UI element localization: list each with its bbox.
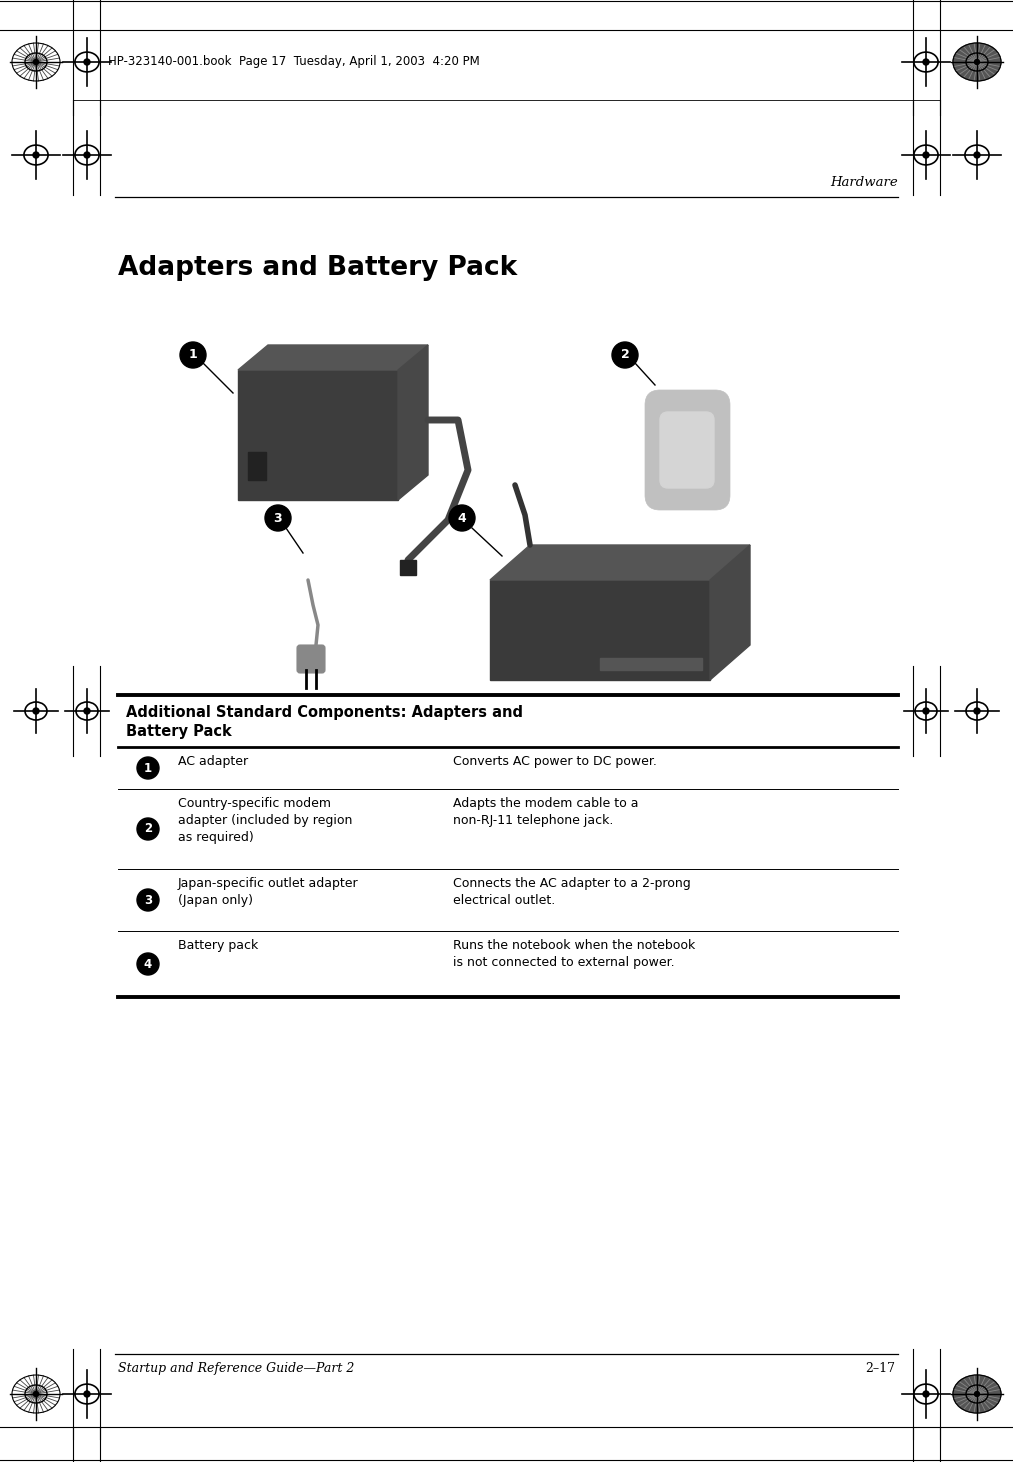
Circle shape — [33, 1392, 38, 1396]
Bar — [490, 580, 710, 680]
Text: 2–17: 2–17 — [865, 1363, 895, 1374]
Polygon shape — [398, 345, 428, 500]
Circle shape — [84, 152, 90, 158]
Text: Runs the notebook when the notebook
is not connected to external power.: Runs the notebook when the notebook is n… — [453, 939, 695, 969]
Text: 2: 2 — [621, 348, 629, 361]
Circle shape — [137, 757, 159, 779]
Text: Adapts the modem cable to a
non-RJ-11 telephone jack.: Adapts the modem cable to a non-RJ-11 te… — [453, 797, 638, 827]
Text: 1: 1 — [188, 348, 198, 361]
Text: AC adapter: AC adapter — [178, 754, 248, 768]
Text: 4: 4 — [144, 958, 152, 971]
Circle shape — [137, 889, 159, 911]
Circle shape — [923, 1390, 929, 1398]
Circle shape — [612, 342, 638, 368]
Circle shape — [84, 58, 90, 64]
Text: 3: 3 — [144, 893, 152, 906]
Circle shape — [84, 1390, 90, 1398]
Text: Adapters and Battery Pack: Adapters and Battery Pack — [118, 254, 518, 281]
Circle shape — [33, 708, 38, 713]
Circle shape — [137, 953, 159, 975]
Text: 1: 1 — [144, 762, 152, 775]
FancyBboxPatch shape — [660, 412, 714, 488]
Circle shape — [975, 1392, 980, 1396]
Circle shape — [84, 708, 90, 713]
Circle shape — [975, 60, 980, 64]
Text: 4: 4 — [458, 512, 466, 525]
Text: Additional Standard Components: Adapters and
Battery Pack: Additional Standard Components: Adapters… — [126, 705, 523, 740]
FancyBboxPatch shape — [297, 645, 325, 673]
Text: Battery pack: Battery pack — [178, 939, 258, 952]
Text: Connects the AC adapter to a 2-prong
electrical outlet.: Connects the AC adapter to a 2-prong ele… — [453, 877, 691, 906]
Bar — [248, 452, 266, 480]
Circle shape — [923, 58, 929, 64]
Circle shape — [923, 152, 929, 158]
Bar — [600, 658, 702, 670]
Bar — [238, 370, 398, 500]
Ellipse shape — [953, 42, 1001, 80]
Text: 2: 2 — [144, 823, 152, 835]
Text: Startup and Reference Guide—Part 2: Startup and Reference Guide—Part 2 — [118, 1363, 355, 1374]
Text: Hardware: Hardware — [831, 177, 898, 190]
Circle shape — [975, 152, 980, 158]
Text: Country-specific modem
adapter (included by region
as required): Country-specific modem adapter (included… — [178, 797, 353, 844]
Ellipse shape — [953, 1374, 1001, 1412]
Polygon shape — [710, 545, 750, 680]
FancyBboxPatch shape — [645, 390, 730, 510]
Text: 3: 3 — [274, 512, 283, 525]
Bar — [400, 560, 416, 575]
Text: HP-323140-001.book  Page 17  Tuesday, April 1, 2003  4:20 PM: HP-323140-001.book Page 17 Tuesday, Apri… — [108, 56, 480, 69]
Circle shape — [33, 152, 38, 158]
Circle shape — [449, 504, 475, 531]
Circle shape — [137, 819, 159, 841]
Polygon shape — [490, 545, 750, 580]
Circle shape — [33, 60, 38, 64]
Circle shape — [923, 708, 929, 713]
Circle shape — [180, 342, 206, 368]
Text: Japan-specific outlet adapter
(Japan only): Japan-specific outlet adapter (Japan onl… — [178, 877, 359, 906]
Polygon shape — [238, 345, 428, 370]
Circle shape — [265, 504, 291, 531]
Text: Converts AC power to DC power.: Converts AC power to DC power. — [453, 754, 656, 768]
Circle shape — [975, 708, 980, 713]
